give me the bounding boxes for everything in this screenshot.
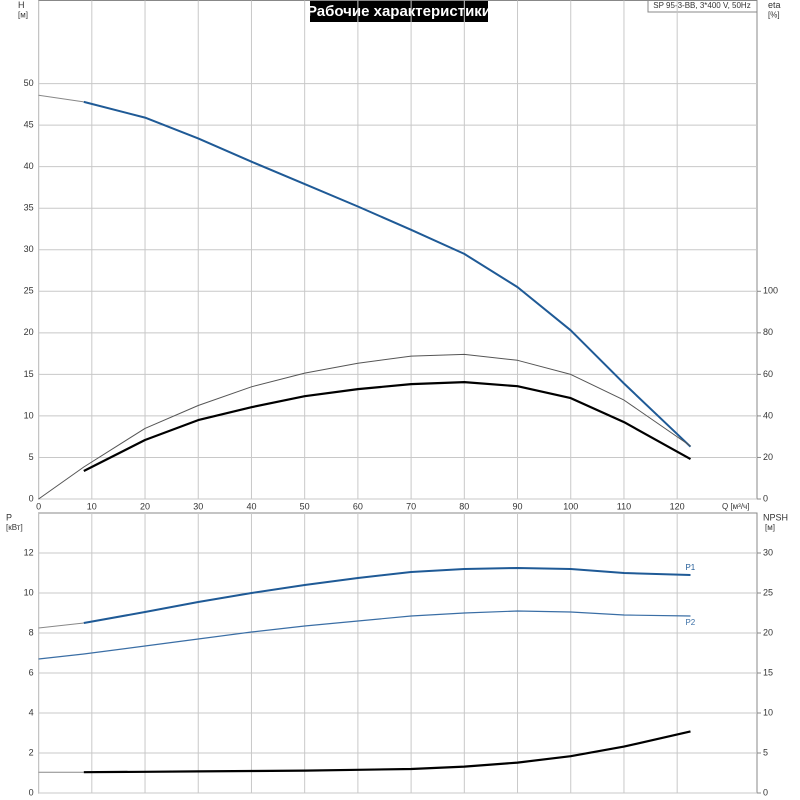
y-tick-label: 0	[29, 493, 34, 503]
y-tick-label: 4	[29, 707, 34, 717]
y-axis-label: H	[18, 0, 25, 10]
chart-title: Рабочие характеристики	[307, 3, 491, 20]
series-line	[83, 100, 692, 448]
y-tick-label: 25	[24, 286, 34, 296]
y2-tick-label: 0	[763, 493, 768, 503]
y2-tick-label: 25	[763, 587, 773, 597]
line-label: P1	[685, 563, 695, 572]
y2-axis-unit: [м]	[765, 523, 775, 532]
series-line	[38, 610, 691, 660]
y-tick-label: 6	[29, 667, 34, 677]
x-tick-label: 40	[246, 501, 256, 511]
y2-tick-label: 5	[763, 747, 768, 757]
y2-tick-label: 30	[763, 547, 773, 557]
x-tick-label: 60	[353, 501, 363, 511]
series-line	[83, 567, 691, 624]
y2-tick-label: 20	[763, 452, 773, 462]
y2-axis-label: eta	[768, 0, 781, 10]
line-label: P2	[685, 618, 695, 627]
x-tick-label: 30	[193, 501, 203, 511]
y-tick-label: 0	[29, 787, 34, 797]
plot-frame	[38, 512, 758, 794]
y-axis-unit: [м]	[18, 11, 28, 20]
x-tick-label: 120	[670, 501, 685, 511]
x-tick-label: 90	[513, 501, 523, 511]
x-axis-label: Q [м³/ч]	[722, 502, 749, 511]
y-tick-label: 10	[24, 587, 34, 597]
y-axis-unit: [кВт]	[6, 523, 23, 532]
y-tick-label: 10	[24, 410, 34, 420]
y2-tick-label: 80	[763, 327, 773, 337]
series-line	[83, 381, 692, 472]
y-tick-label: 12	[24, 547, 34, 557]
y2-tick-label: 15	[763, 667, 773, 677]
y-tick-label: 35	[24, 203, 34, 213]
x-tick-label: 20	[140, 501, 150, 511]
series-line	[83, 730, 691, 774]
series-line	[38, 622, 84, 629]
x-tick-label: 110	[617, 501, 631, 511]
x-tick-label: 80	[459, 501, 469, 511]
y2-tick-label: 60	[763, 369, 773, 379]
series-line	[38, 353, 691, 500]
title-box	[310, 0, 488, 22]
y-tick-label: 5	[29, 452, 34, 462]
x-tick-label: 100	[563, 501, 578, 511]
x-tick-label: 70	[406, 501, 416, 511]
y-tick-label: 20	[24, 327, 34, 337]
x-tick-label: 50	[300, 501, 310, 511]
series-line	[38, 94, 84, 103]
y-axis-label: P	[6, 512, 12, 522]
y2-tick-label: 20	[763, 627, 773, 637]
x-tick-label: 10	[87, 501, 97, 511]
x-tick-label: 0	[36, 501, 41, 511]
y-tick-label: 15	[24, 369, 34, 379]
y-tick-label: 50	[24, 78, 34, 88]
y-tick-label: 45	[24, 120, 34, 130]
y2-tick-label: 100	[763, 286, 778, 296]
y-tick-label: 2	[29, 747, 34, 757]
subtitle: SP 95-3-BB, 3*400 V, 50Hz	[653, 1, 750, 10]
y2-axis-unit: [%]	[768, 11, 780, 20]
y2-tick-label: 0	[763, 787, 768, 797]
y2-tick-label: 40	[763, 410, 773, 420]
y-tick-label: 40	[24, 161, 34, 171]
y-tick-label: 8	[29, 627, 34, 637]
y2-tick-label: 10	[763, 707, 773, 717]
y-tick-label: 30	[24, 244, 34, 254]
y2-axis-label: NPSH	[763, 512, 788, 522]
